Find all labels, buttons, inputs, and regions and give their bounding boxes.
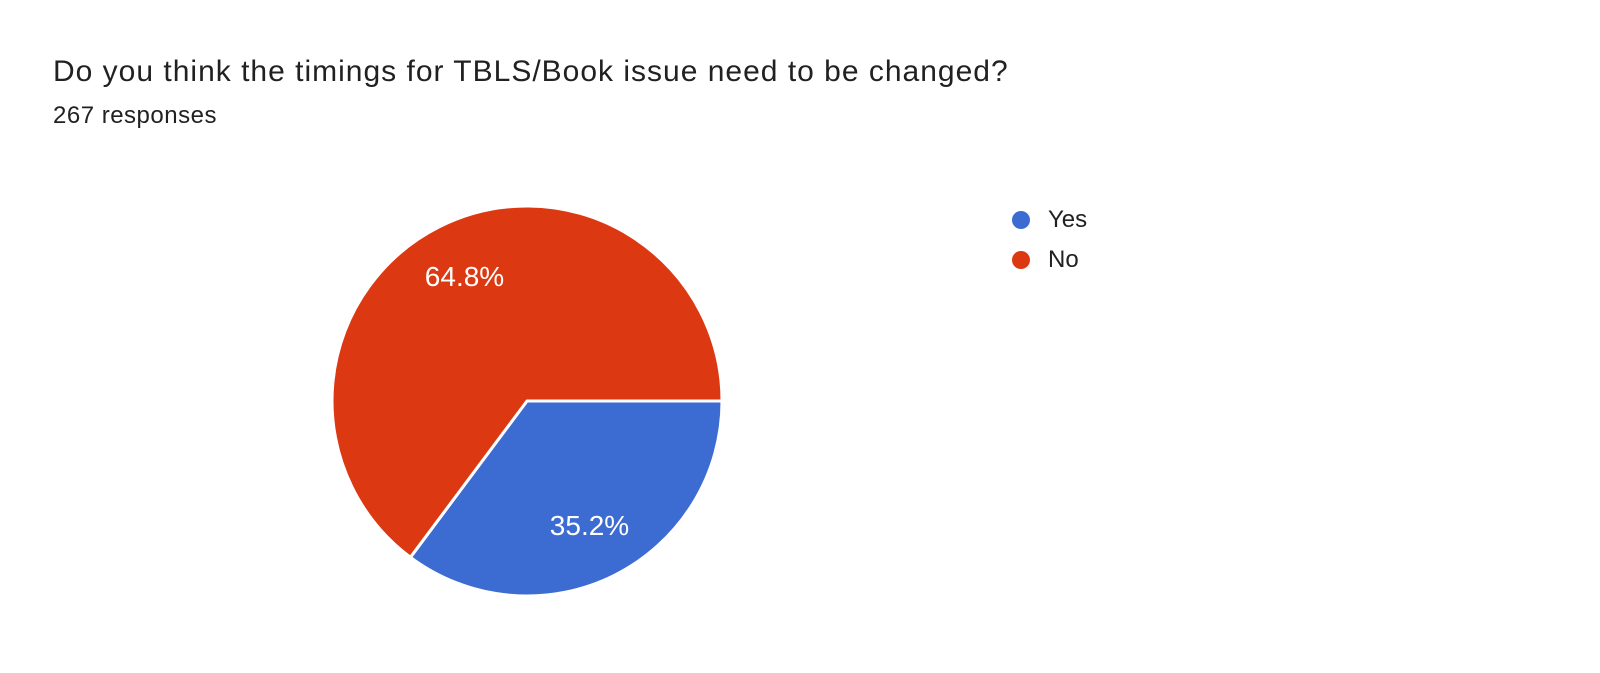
pie-slice-percent-label-yes: 35.2%	[550, 510, 629, 541]
pie-chart: 35.2% 64.8%	[330, 204, 724, 598]
legend-label: No	[1048, 246, 1079, 273]
chart-legend: Yes No	[1012, 200, 1087, 280]
legend-item-no: No	[1012, 240, 1087, 280]
legend-label: Yes	[1048, 206, 1088, 233]
pie-slice-percent-label-no: 64.8%	[425, 261, 504, 292]
pie-slice-yes[interactable]	[408, 399, 724, 598]
legend-swatch-icon	[1012, 211, 1030, 229]
legend-item-yes: Yes	[1012, 200, 1087, 240]
pie-slice-no[interactable]	[330, 204, 724, 559]
response-count: 267 responses	[53, 102, 217, 129]
legend-swatch-icon	[1012, 251, 1030, 269]
question-title: Do you think the timings for TBLS/Book i…	[53, 55, 1009, 88]
